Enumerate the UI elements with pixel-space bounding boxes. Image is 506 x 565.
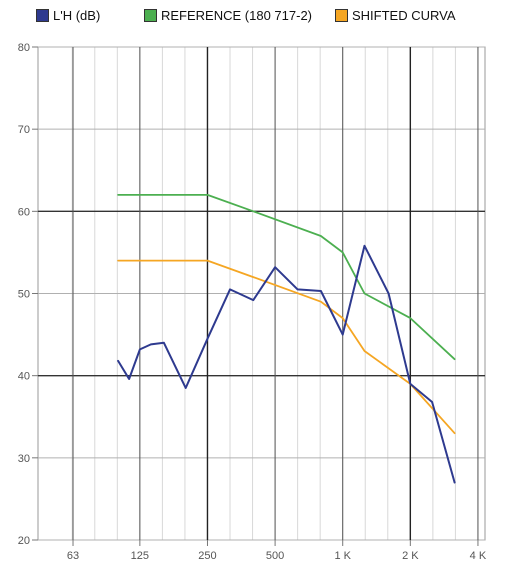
legend-label-lh: L'H (dB) [53, 7, 101, 23]
legend-swatch-reference [144, 8, 157, 22]
legend-item-lh: L'H (dB) [36, 6, 100, 24]
x-tick-label: 125 [131, 550, 149, 562]
x-tick-label: 250 [198, 550, 216, 562]
x-tick-label: 2 K [402, 550, 419, 562]
y-tick-label: 80 [18, 42, 30, 54]
series-line-shifted [117, 259, 456, 435]
x-tick-label: 4 K [470, 550, 487, 562]
y-tick-label: 60 [18, 206, 30, 218]
y-tick-label: 30 [18, 453, 30, 465]
series-line-reference [117, 193, 456, 361]
series-layer [117, 193, 456, 484]
legend-swatch-lh [36, 8, 49, 22]
x-tick-label: 63 [67, 550, 79, 562]
y-tick-label: 20 [18, 535, 30, 547]
legend-label-reference: REFERENCE (180 717-2) [161, 7, 312, 23]
y-tick-label: 50 [18, 289, 30, 301]
grid-major [37, 46, 486, 541]
legend-item-reference: REFERENCE (180 717-2) [144, 6, 312, 24]
chart-legend: L'H (dB) REFERENCE (180 717-2) SHIFTED C… [0, 0, 506, 28]
series-line-lh [117, 244, 456, 484]
x-tick-label: 1 K [334, 550, 351, 562]
legend-item-shifted: SHIFTED CURVA [335, 6, 456, 24]
ticks-layer: 20 30 40 50 60 70 80 63 125 250 500 1 K 2 K 4 K [18, 42, 487, 562]
x-tick-label: 500 [266, 550, 284, 562]
legend-label-shifted: SHIFTED CURVA [352, 7, 456, 23]
y-tick-label: 70 [18, 124, 30, 136]
y-tick-label: 40 [18, 371, 30, 383]
legend-swatch-shifted [335, 8, 348, 22]
